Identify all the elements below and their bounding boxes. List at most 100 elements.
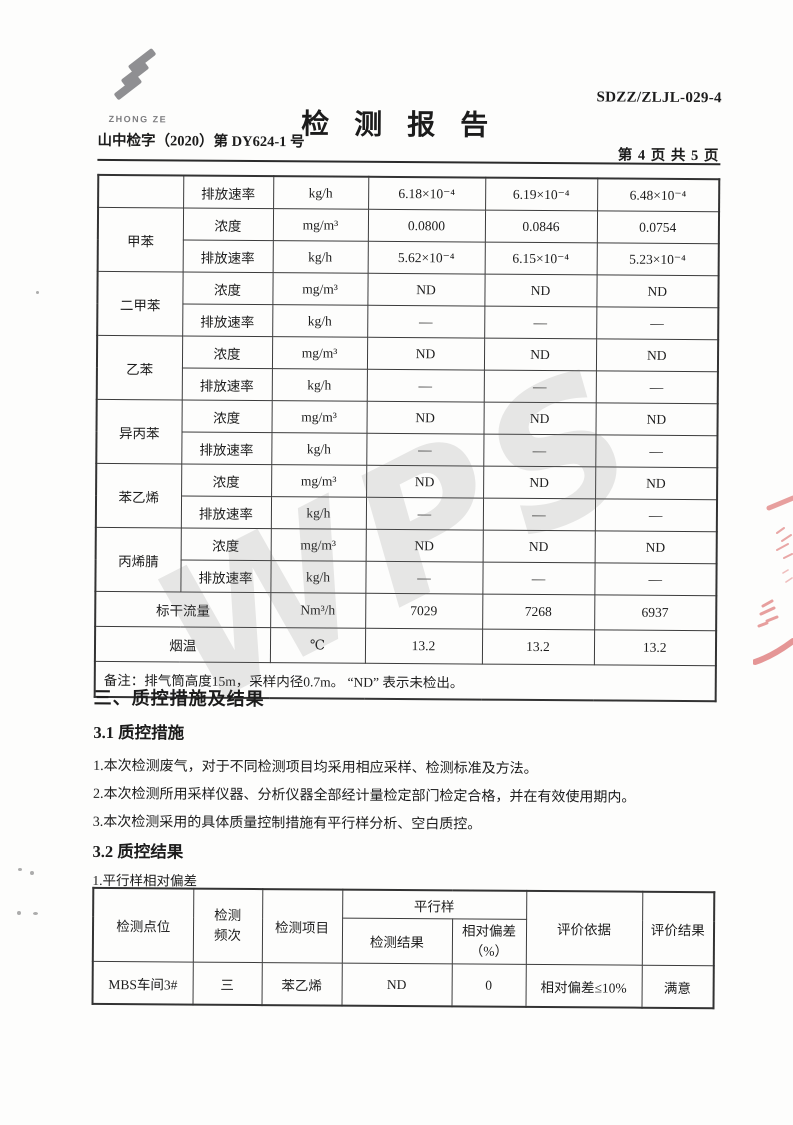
substance-cell: 乙苯 [96, 335, 183, 400]
header-cell-item: 检测项目 [261, 889, 343, 964]
value-cell: — [595, 434, 718, 468]
table-row: 乙苯 浓度 mg/m³ ND ND ND [96, 335, 719, 400]
data-cell-item: 苯乙烯 [261, 962, 342, 1006]
param-cell: 排放速率 [182, 304, 273, 337]
table-row: 异丙苯 浓度 mg/m³ ND ND ND [96, 399, 718, 464]
value-cell: 0.0800 [367, 209, 486, 243]
unit-cell: kg/h [272, 240, 368, 274]
unit-cell: kg/h [271, 368, 367, 402]
param-cell: 排放速率 [180, 559, 271, 593]
value-cell: — [483, 370, 596, 403]
subsection-heading-3-2: 3.2 质控结果 [92, 841, 184, 862]
value-cell: ND [366, 337, 485, 371]
table-row: 排放速率 kg/h 5.62×10⁻⁴ 6.15×10⁻⁴ 5.23×10⁻⁴ [98, 239, 719, 276]
header-cell-point: 检测点位 [92, 887, 194, 963]
table-row: 苯乙烯 浓度 mg/m³ ND ND ND [95, 463, 718, 528]
value-cell: 6.19×10⁻⁴ [485, 177, 598, 211]
value-cell: — [484, 306, 597, 339]
param-cell: 排放速率 [181, 431, 272, 465]
unit-cell: mg/m³ [271, 336, 368, 370]
ink-speck [18, 868, 22, 871]
param-cell: 浓度 [182, 272, 273, 305]
value-cell: — [596, 306, 719, 340]
value-cell: 7029 [365, 593, 483, 630]
logo-bars-icon [109, 47, 165, 108]
qc-paragraph-1: 1.本次检测废气，对于不同检测项目均采用相应采样、检测标准及方法。 [93, 758, 538, 777]
ink-speck [36, 291, 39, 294]
unit-cell: mg/m³ [271, 400, 367, 434]
ink-speck [30, 871, 34, 875]
unit-cell: kg/h [272, 304, 368, 338]
value-cell: ND [595, 338, 719, 372]
ink-speck [17, 911, 21, 915]
param-cell: 排放速率 [180, 495, 272, 529]
value-cell: ND [595, 466, 718, 500]
value-cell: — [366, 433, 484, 467]
header-cell-conclusion: 评价结果 [641, 891, 715, 966]
unit-cell: mg/m³ [272, 208, 369, 242]
value-cell: — [365, 497, 484, 531]
temp-label-cell: 烟温 [94, 626, 271, 663]
param-cell: 浓度 [180, 527, 271, 561]
param-cell: 排放速率 [182, 240, 273, 273]
qc-paragraph-2: 2.本次检测所用采样仪器、分析仪器全部经计量检定部门检定合格，并在有效使用期内。 [92, 786, 636, 806]
substance-cell: 二甲苯 [97, 271, 183, 336]
header-cell-freq-text: 检测频次 [213, 908, 242, 943]
table-row: 二甲苯 浓度 mg/m³ ND ND ND [97, 271, 719, 336]
table-row: 标干流量 Nm³/h 7029 7268 6937 [95, 591, 717, 631]
table-row: 甲苯 浓度 mg/m³ 0.0800 0.0846 0.0754 [97, 207, 720, 273]
value-cell: 7268 [482, 594, 595, 630]
header-cell-basis: 评价依据 [525, 890, 643, 966]
table-row: 排放速率 kg/h — — — [96, 431, 718, 468]
unit-cell: Nm³/h [270, 592, 366, 629]
value-cell: — [594, 562, 717, 596]
param-cell: 浓度 [181, 335, 273, 369]
table-row: 排放速率 kg/h — — — [97, 367, 718, 404]
value-cell: — [366, 369, 484, 403]
report-number: 山中检字（2020）第 DY624-1 号 [97, 132, 305, 151]
value-cell: ND [483, 338, 597, 371]
value-cell: ND [483, 466, 596, 499]
value-cell: 6.48×10⁻⁴ [597, 178, 720, 212]
value-cell: — [365, 561, 483, 595]
value-cell: 5.62×10⁻⁴ [367, 241, 485, 275]
data-cell-freq: 三 [192, 962, 262, 1006]
value-cell: ND [595, 402, 718, 436]
substance-cell: 异丙苯 [96, 399, 182, 464]
table-row: 烟温 ℃ 13.2 13.2 13.2 [94, 626, 717, 666]
unit-cell: mg/m³ [272, 272, 368, 306]
value-cell: — [595, 370, 718, 404]
table-row: 排放速率 kg/h — — — [96, 495, 718, 532]
unit-cell: kg/h [273, 176, 369, 210]
results-table: 排放速率 kg/h 6.18×10⁻⁴ 6.19×10⁻⁴ 6.48×10⁻⁴ … [93, 173, 721, 703]
substance-cell: 丙烯腈 [95, 527, 181, 592]
header-cell-deviation-text: 相对偏差（%） [461, 923, 517, 959]
substance-cell [98, 174, 184, 209]
table-row: 排放速率 kg/h — — — [95, 559, 717, 596]
value-cell: — [482, 562, 595, 595]
value-cell: — [482, 498, 596, 531]
value-cell: ND [596, 274, 719, 308]
value-cell: 6.15×10⁻⁴ [484, 242, 597, 275]
substance-cell: 苯乙烯 [95, 463, 182, 528]
value-cell: ND [484, 274, 597, 307]
value-cell: 13.2 [364, 628, 483, 665]
param-cell: 排放速率 [181, 367, 272, 401]
value-cell: 13.2 [481, 629, 595, 665]
value-cell: 6937 [594, 594, 717, 631]
unit-cell: kg/h [271, 432, 367, 466]
unit-cell: kg/h [270, 560, 366, 594]
section-heading: 三、质控措施及结果 [93, 687, 265, 710]
substance-cell: 甲苯 [97, 207, 184, 273]
table-row: 排放速率 kg/h 6.18×10⁻⁴ 6.19×10⁻⁴ 6.48×10⁻⁴ [98, 174, 720, 212]
qc-table: 检测点位 检测频次 检测项目 平行样 评价依据 评价结果 检测结果 相对偏差（%… [91, 886, 716, 1010]
data-cell-result: ND [341, 963, 452, 1007]
value-cell: 5.23×10⁻⁴ [596, 242, 719, 276]
value-cell: — [367, 305, 485, 339]
flow-label-cell: 标干流量 [95, 591, 271, 628]
value-cell: 13.2 [593, 629, 717, 666]
subsection-heading-3-1: 3.1 质控措施 [93, 722, 185, 743]
data-cell-basis: 相对偏差≤10% [525, 964, 642, 1008]
qc-header-row: 检测点位 检测频次 检测项目 平行样 评价依据 评价结果 [92, 887, 715, 966]
ink-speck [33, 912, 38, 915]
